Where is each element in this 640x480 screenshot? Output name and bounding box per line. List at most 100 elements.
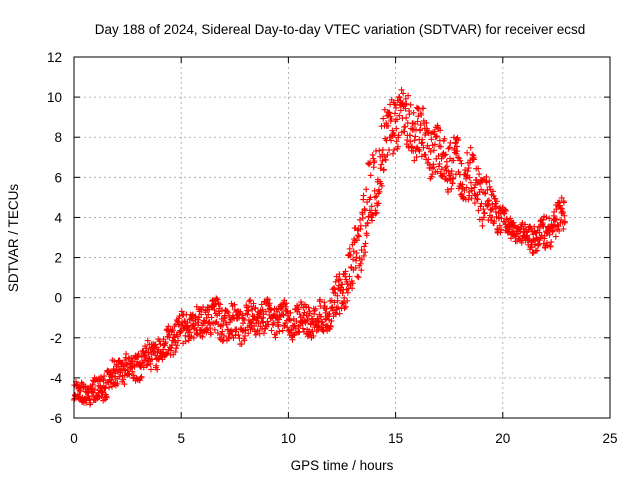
- data-point: [485, 197, 492, 204]
- y-tick-label: -6: [50, 411, 62, 426]
- data-point: [382, 157, 389, 164]
- data-point: [212, 319, 219, 326]
- data-point: [380, 166, 387, 173]
- data-point: [393, 138, 400, 145]
- data-point: [121, 381, 128, 388]
- data-point: [117, 369, 124, 376]
- data-point: [479, 177, 486, 184]
- data-point: [334, 297, 341, 304]
- data-point: [321, 299, 328, 306]
- data-point: [247, 297, 254, 304]
- data-point: [143, 345, 150, 352]
- data-point: [291, 322, 298, 329]
- data-point: [496, 222, 503, 229]
- data-point: [373, 209, 380, 216]
- data-point: [445, 188, 452, 195]
- data-point: [385, 122, 392, 129]
- y-tick-label: -2: [50, 331, 62, 346]
- data-point: [328, 318, 335, 325]
- data-point: [129, 368, 136, 375]
- data-point: [371, 187, 378, 194]
- data-point: [116, 373, 123, 380]
- data-point: [357, 226, 364, 233]
- data-point: [548, 239, 555, 246]
- data-point: [139, 360, 146, 367]
- data-point: [480, 214, 487, 221]
- data-point: [101, 373, 108, 380]
- data-point: [147, 366, 154, 373]
- data-point: [213, 295, 220, 302]
- data-point: [195, 319, 202, 326]
- data-point: [420, 144, 427, 151]
- data-point: [281, 323, 288, 330]
- data-point: [407, 132, 414, 139]
- data-point: [114, 380, 121, 387]
- data-point: [78, 379, 85, 386]
- data-point: [169, 327, 176, 334]
- data-point: [559, 208, 566, 215]
- data-point: [139, 359, 146, 366]
- data-point: [312, 305, 319, 312]
- data-point: [264, 296, 271, 303]
- data-point: [311, 311, 318, 318]
- data-point: [546, 215, 553, 222]
- data-point: [431, 141, 438, 148]
- y-tick-label: 10: [47, 90, 62, 105]
- data-point: [369, 152, 376, 159]
- data-point: [279, 327, 286, 334]
- data-point: [502, 206, 509, 213]
- data-point: [378, 182, 385, 189]
- data-point: [507, 235, 514, 242]
- data-point: [320, 328, 327, 335]
- data-point: [260, 330, 267, 337]
- data-point: [482, 190, 489, 197]
- data-point: [471, 184, 478, 191]
- data-point: [249, 306, 256, 313]
- data-point: [168, 342, 175, 349]
- data-point: [315, 323, 322, 330]
- y-tick-label: 6: [54, 170, 62, 185]
- data-point: [289, 336, 296, 343]
- data-point: [182, 338, 189, 345]
- data-point: [339, 300, 346, 307]
- data-point: [511, 222, 518, 229]
- data-point: [553, 216, 560, 223]
- data-point: [256, 330, 263, 337]
- data-point: [194, 330, 201, 337]
- data-point: [388, 116, 395, 123]
- data-point: [438, 166, 445, 173]
- data-point: [334, 304, 341, 311]
- x-axis-label: GPS time / hours: [291, 458, 394, 473]
- data-point: [144, 337, 151, 344]
- data-point: [401, 128, 408, 135]
- data-point: [471, 200, 478, 207]
- data-point: [92, 377, 99, 384]
- data-point: [425, 156, 432, 163]
- data-point: [407, 138, 414, 145]
- data-point: [466, 174, 473, 181]
- data-point: [255, 320, 262, 327]
- data-point: [464, 149, 471, 156]
- data-point: [148, 356, 155, 363]
- y-tick-label: 12: [47, 50, 62, 65]
- data-point: [245, 307, 252, 314]
- data-point: [349, 280, 356, 287]
- data-point: [363, 232, 370, 239]
- data-point: [283, 300, 290, 307]
- x-tick-label: 0: [70, 431, 78, 446]
- data-point: [368, 203, 375, 210]
- data-point: [467, 144, 474, 151]
- data-point: [465, 196, 472, 203]
- y-tick-labels: -6 -4 -2 0 2 4 6 8 10 12: [47, 50, 63, 426]
- data-point: [341, 294, 348, 301]
- data-point: [468, 195, 475, 202]
- data-point: [385, 110, 392, 117]
- data-point: [375, 200, 382, 207]
- data-point: [402, 95, 409, 102]
- data-point: [398, 86, 405, 93]
- data-point: [418, 111, 425, 118]
- data-point: [153, 362, 160, 369]
- data-point: [394, 143, 401, 150]
- data-point: [416, 148, 423, 155]
